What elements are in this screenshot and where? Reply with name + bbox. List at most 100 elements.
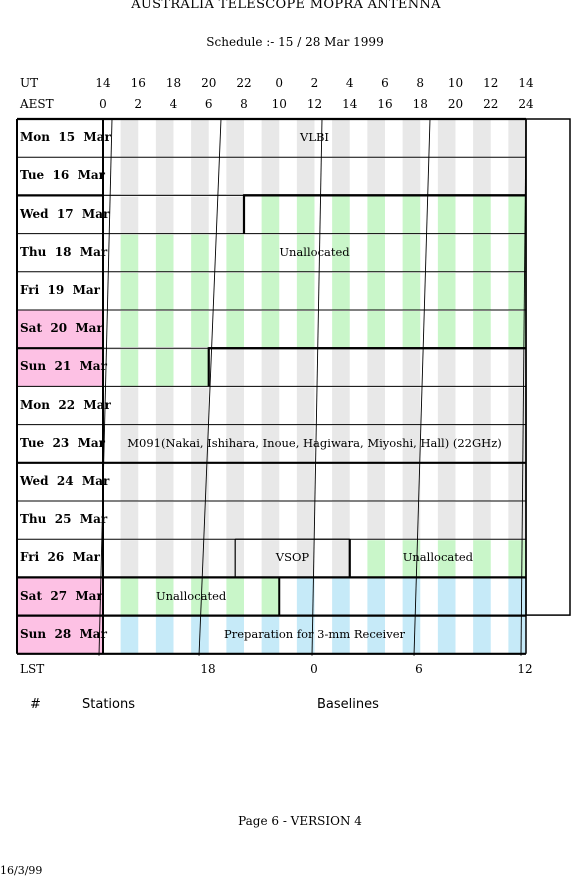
- hour-stripe: [402, 502, 421, 540]
- hour-stripe: [473, 349, 491, 387]
- lst-line: [520, 118, 527, 656]
- hour-stripe: [155, 158, 174, 196]
- hour-stripe: [261, 196, 280, 234]
- hour-stripe: [191, 120, 209, 158]
- ut-tick: 16: [130, 76, 146, 90]
- document-title: AUSTRALIA TELESCOPE MOPRA ANTENNA: [131, 0, 441, 12]
- hour-stripe: [332, 234, 350, 272]
- hour-stripe: [437, 616, 456, 654]
- ut-tick: 22: [236, 76, 252, 90]
- aest-tick: 8: [240, 97, 248, 111]
- aest-tick: 2: [134, 97, 143, 111]
- ut-tick: 4: [345, 76, 354, 90]
- hour-stripe: [296, 540, 315, 578]
- hour-stripe: [332, 540, 350, 578]
- hour-stripe: [508, 311, 526, 349]
- hour-stripe: [473, 463, 491, 501]
- hour-stripe: [437, 158, 456, 196]
- aest-tick: 6: [204, 97, 213, 111]
- hour-stripe: [402, 120, 421, 158]
- weekend-cell-bg: [17, 348, 103, 387]
- hour-stripe: [332, 463, 350, 501]
- day-label: Sat 27 Mar: [20, 588, 103, 603]
- hour-stripe: [508, 502, 526, 540]
- hour-stripe: [332, 502, 350, 540]
- stations-header: Stations: [82, 697, 135, 712]
- schedule-subtitle: Schedule :- 15 / 28 Mar 1999: [206, 35, 384, 49]
- hour-stripe: [261, 349, 280, 387]
- hour-stripe: [155, 540, 174, 578]
- hour-stripe: [508, 158, 526, 196]
- hour-stripe: [296, 311, 315, 349]
- hour-stripe: [226, 196, 244, 234]
- hour-stripe: [155, 387, 174, 425]
- hour-stripe: [226, 387, 244, 425]
- hour-stripe: [473, 158, 491, 196]
- hour-stripe: [402, 387, 421, 425]
- schedule-block-label: VLBI: [300, 130, 329, 145]
- day-label: Sun 21 Mar: [20, 359, 107, 374]
- hour-stripe: [508, 349, 526, 387]
- ut-tick: 0: [275, 76, 284, 90]
- hour-stripe: [473, 311, 491, 349]
- lst-line: [98, 118, 113, 656]
- aest-tick: 0: [99, 97, 107, 111]
- aest-tick: 12: [306, 97, 323, 111]
- hour-stripe: [332, 387, 350, 425]
- day-label: Sat 20 Mar: [20, 321, 103, 336]
- hour-stripe: [437, 349, 456, 387]
- ut-tick: 8: [416, 76, 425, 90]
- ut-tick: 20: [201, 76, 217, 90]
- hour-stripe: [508, 463, 526, 501]
- hour-stripe: [296, 196, 315, 234]
- schedule-grid: [16, 117, 571, 656]
- weekend-cell-bg: [17, 615, 103, 654]
- day-label: Fri 26 Mar: [20, 550, 100, 565]
- hour-stripe: [296, 502, 315, 540]
- hour-stripe: [191, 349, 209, 387]
- hour-stripe: [261, 616, 280, 654]
- hour-stripe: [155, 578, 174, 616]
- hour-stripe: [155, 616, 174, 654]
- hour-stripe: [508, 425, 526, 463]
- hour-stripe: [226, 311, 244, 349]
- hour-stripe: [437, 311, 456, 349]
- day-label: Mon 22 Mar: [20, 397, 111, 412]
- hour-stripe: [226, 349, 244, 387]
- hour-stripe: [120, 425, 139, 463]
- frame-right-outer: [525, 118, 571, 616]
- weekend-cell-bg: [17, 310, 103, 349]
- hour-stripe: [367, 349, 385, 387]
- ut-tick: 14: [518, 76, 534, 90]
- hour-stripe: [473, 540, 491, 578]
- hour-stripe: [332, 120, 350, 158]
- hour-stripe: [296, 234, 315, 272]
- hour-stripe: [191, 311, 209, 349]
- hour-stripe: [226, 540, 236, 578]
- hour-stripe: [332, 158, 350, 196]
- hour-stripe: [508, 234, 526, 272]
- hour-stripe: [508, 120, 526, 158]
- hour-stripe: [402, 578, 421, 616]
- hour-stripe: [191, 196, 209, 234]
- hour-stripe: [508, 196, 526, 234]
- hour-stripe: [120, 578, 139, 616]
- block-border: [242, 194, 526, 234]
- hour-stripe: [508, 578, 526, 616]
- hour-stripe: [367, 578, 385, 616]
- hour-stripe: [120, 311, 139, 349]
- hour-stripe: [191, 540, 209, 578]
- hour-stripe: [437, 120, 456, 158]
- hour-stripe: [332, 311, 350, 349]
- hour-stripe: [437, 272, 456, 310]
- hour-stripe: [402, 158, 421, 196]
- hour-stripe: [191, 425, 209, 463]
- hour-stripe: [473, 616, 491, 654]
- aest-tick: 4: [169, 97, 178, 111]
- hour-stripe: [473, 578, 491, 616]
- hour-stripe: [402, 272, 421, 310]
- ut-axis-label: UT: [20, 76, 39, 90]
- lst-line: [311, 118, 323, 656]
- hour-stripe: [402, 349, 421, 387]
- day-label: Sun 28 Mar: [20, 626, 107, 641]
